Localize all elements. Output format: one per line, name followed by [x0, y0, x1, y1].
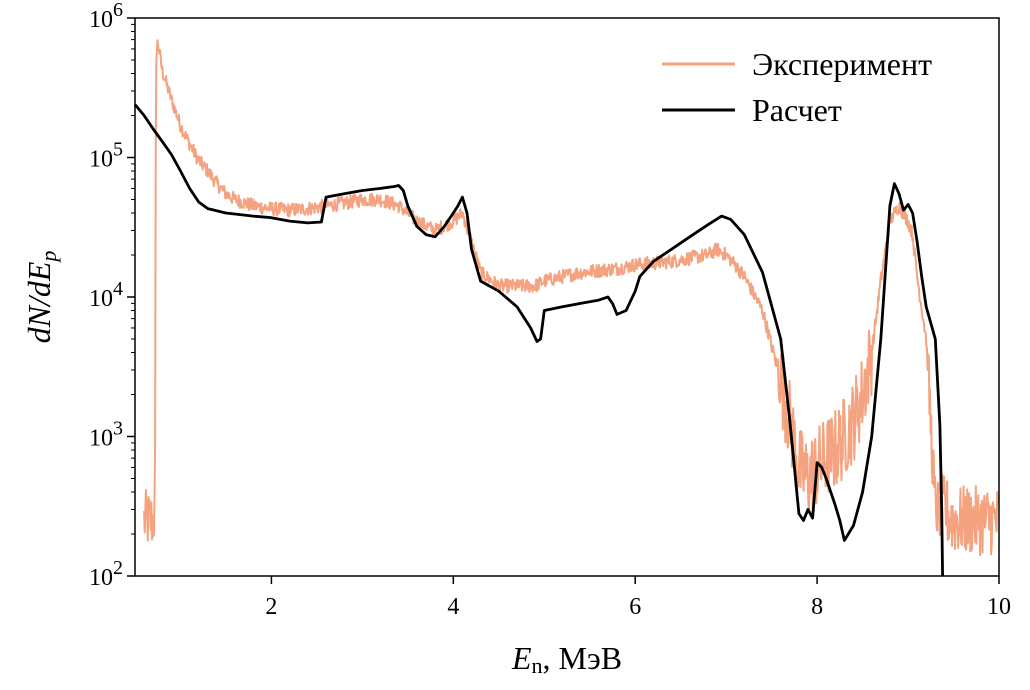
plot-area: 2 4 6 8 10 102 103 104 105 106 — [89, 0, 1011, 620]
x-axis-title: En, МэВ — [511, 640, 622, 678]
y-tick-label: 106 — [89, 0, 123, 33]
x-tick-label: 2 — [265, 594, 277, 620]
x-axis-label-main: E — [511, 640, 532, 676]
legend: Эксперимент Расчет — [662, 46, 932, 128]
series-line-calculation — [133, 103, 944, 577]
x-tick-label: 8 — [811, 594, 823, 620]
x-axis-label-unit: , МэВ — [543, 640, 623, 676]
legend-label-experiment: Эксперимент — [752, 46, 932, 82]
x-axis-label-sub: n — [532, 653, 543, 678]
x-tick-label: 4 — [447, 594, 459, 620]
x-tick-label: 6 — [629, 594, 641, 620]
series-layer — [133, 39, 1000, 577]
x-tick-label: 10 — [987, 594, 1011, 620]
series-line-experiment — [143, 39, 1000, 557]
y-axis-label-sub: p — [36, 251, 61, 264]
y-axis-label: dN/dEp — [21, 251, 61, 344]
tick-layer: 2 4 6 8 10 102 103 104 105 106 — [89, 0, 1011, 620]
y-tick-label: 102 — [89, 557, 123, 591]
y-tick-label: 104 — [89, 278, 123, 312]
legend-label-calculation: Расчет — [752, 92, 842, 128]
y-tick-label: 105 — [89, 139, 123, 173]
y-axis-label-main: dN/dE — [21, 261, 57, 343]
plot-frame — [134, 17, 1000, 577]
y-tick-label: 103 — [89, 418, 123, 452]
y-axis-title: dN/dEp — [21, 251, 61, 344]
